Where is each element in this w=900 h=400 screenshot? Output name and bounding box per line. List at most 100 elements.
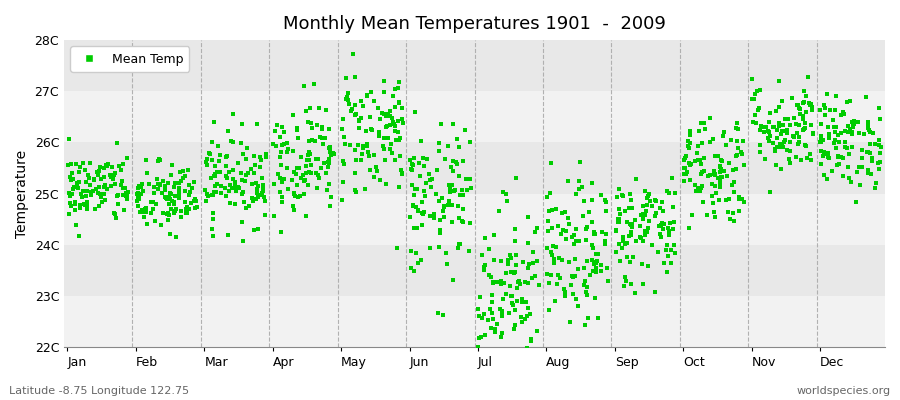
Point bbox=[521, 240, 535, 246]
Point bbox=[379, 123, 393, 130]
Point bbox=[727, 189, 742, 196]
Point bbox=[872, 105, 886, 112]
Point bbox=[484, 274, 499, 280]
Point bbox=[159, 195, 174, 202]
Point bbox=[310, 156, 325, 162]
Point bbox=[688, 182, 703, 188]
Point bbox=[274, 179, 289, 185]
Point bbox=[162, 194, 176, 200]
Point bbox=[865, 158, 879, 164]
Point bbox=[748, 90, 762, 97]
Point bbox=[463, 176, 477, 182]
Point bbox=[532, 282, 546, 288]
Point bbox=[339, 94, 354, 100]
Point bbox=[524, 338, 538, 344]
Point bbox=[763, 189, 778, 196]
Point bbox=[392, 100, 407, 106]
Point bbox=[515, 299, 529, 306]
Point bbox=[837, 111, 851, 117]
Point bbox=[542, 306, 556, 313]
Point bbox=[648, 212, 662, 219]
Point bbox=[732, 196, 746, 202]
Point bbox=[409, 250, 423, 256]
Point bbox=[490, 279, 504, 285]
Point bbox=[160, 196, 175, 202]
Point bbox=[756, 129, 770, 135]
Point bbox=[653, 234, 668, 240]
Point bbox=[861, 149, 876, 155]
Point bbox=[392, 79, 406, 86]
Point bbox=[446, 188, 461, 194]
Point bbox=[516, 259, 530, 265]
Point bbox=[860, 168, 875, 174]
Point bbox=[803, 150, 817, 157]
Point bbox=[633, 223, 647, 229]
Point bbox=[65, 170, 79, 176]
Point bbox=[641, 192, 655, 199]
Point bbox=[297, 190, 311, 197]
Point bbox=[130, 194, 145, 200]
Point bbox=[377, 134, 392, 141]
Point bbox=[248, 179, 263, 186]
Point bbox=[68, 199, 82, 206]
Point bbox=[681, 145, 696, 152]
Point bbox=[113, 166, 128, 173]
Point bbox=[383, 122, 398, 128]
Point bbox=[581, 315, 596, 321]
Point bbox=[838, 128, 852, 134]
Point bbox=[392, 184, 407, 190]
Point bbox=[504, 255, 518, 262]
Point bbox=[620, 219, 634, 226]
Point bbox=[472, 294, 487, 300]
Point bbox=[836, 154, 850, 161]
Point bbox=[385, 115, 400, 121]
Point bbox=[691, 185, 706, 191]
Point bbox=[274, 194, 289, 200]
Point bbox=[93, 164, 107, 170]
Point bbox=[238, 172, 253, 178]
Point bbox=[289, 171, 303, 177]
Point bbox=[163, 190, 177, 196]
Point bbox=[572, 185, 586, 192]
Point bbox=[172, 195, 186, 202]
Point bbox=[97, 164, 112, 171]
Point bbox=[395, 170, 410, 176]
Point bbox=[61, 190, 76, 196]
Point bbox=[158, 186, 172, 193]
Point bbox=[205, 192, 220, 198]
Point bbox=[79, 192, 94, 199]
Point bbox=[323, 149, 338, 155]
Point bbox=[296, 172, 310, 178]
Point bbox=[408, 224, 422, 231]
Point bbox=[253, 192, 267, 198]
Point bbox=[821, 150, 835, 156]
Point bbox=[376, 146, 391, 152]
Point bbox=[617, 208, 632, 214]
Point bbox=[504, 300, 518, 307]
Point bbox=[236, 151, 250, 157]
Point bbox=[798, 109, 813, 116]
Point bbox=[655, 226, 670, 232]
Point bbox=[546, 256, 561, 262]
Point bbox=[359, 127, 374, 134]
Point bbox=[706, 136, 720, 142]
Point bbox=[822, 155, 836, 161]
Point bbox=[228, 201, 242, 208]
Point bbox=[200, 162, 214, 168]
Point bbox=[382, 111, 396, 118]
Point bbox=[544, 272, 558, 278]
Point bbox=[799, 143, 814, 149]
Point bbox=[208, 172, 222, 179]
Point bbox=[238, 205, 253, 212]
Point bbox=[388, 86, 402, 92]
Point bbox=[244, 166, 258, 172]
Point bbox=[796, 116, 810, 122]
Point bbox=[154, 221, 168, 228]
Point bbox=[388, 157, 402, 163]
Point bbox=[611, 218, 625, 225]
Point bbox=[225, 185, 239, 192]
Point bbox=[512, 354, 526, 360]
Point bbox=[591, 251, 606, 258]
Point bbox=[562, 221, 576, 227]
Point bbox=[851, 164, 866, 171]
